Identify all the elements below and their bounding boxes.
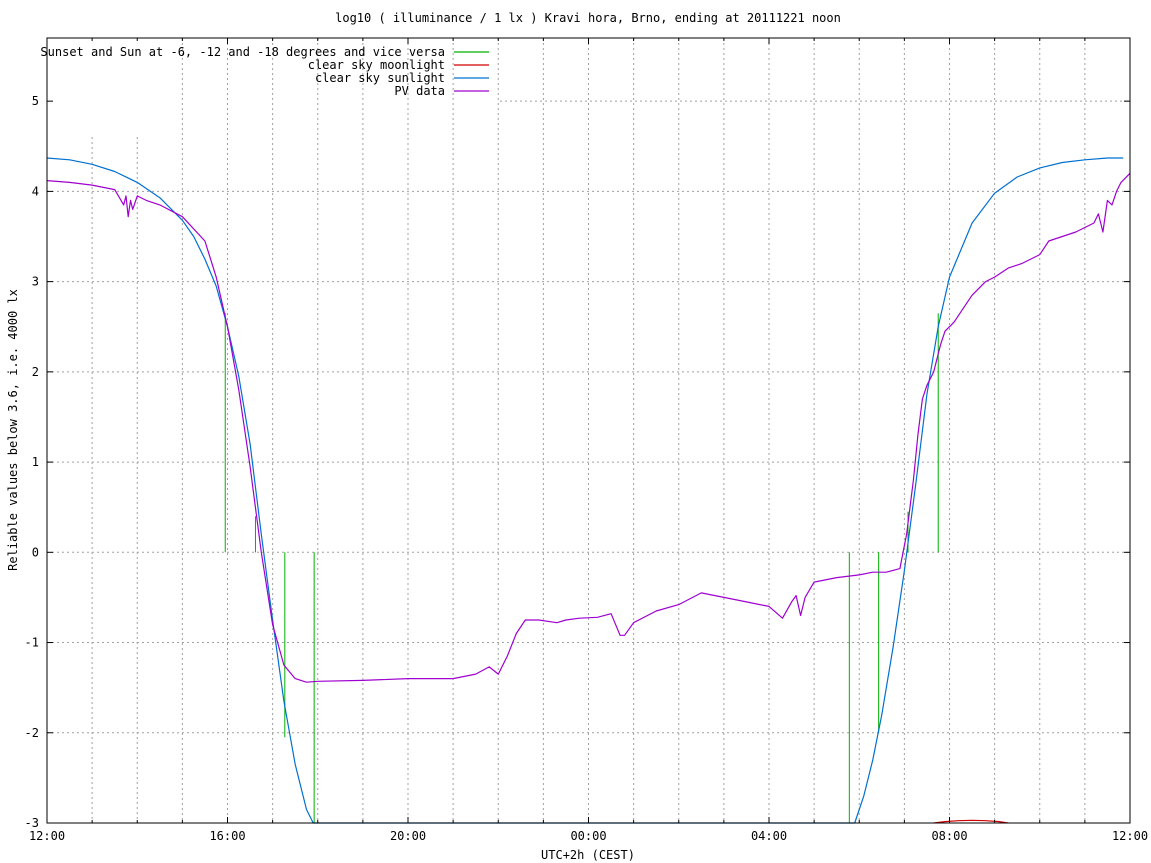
x-tick-label: 12:00 — [1112, 829, 1148, 843]
clear-sky-moonlight-line — [933, 819, 1009, 824]
grid — [47, 38, 1130, 823]
y-tick-label: 0 — [32, 545, 39, 559]
y-axis-label: Reliable values below 3.6, i.e. 4000 lx — [6, 289, 20, 571]
x-tick-label: 12:00 — [29, 829, 65, 843]
y-tick-label: -1 — [25, 636, 39, 650]
legend-label: clear sky moonlight — [308, 58, 445, 72]
legend-label: Sunset and Sun at -6, -12 and -18 degree… — [40, 45, 445, 59]
y-tick-label: 4 — [32, 184, 39, 198]
y-tick-label: 2 — [32, 365, 39, 379]
x-tick-label: 20:00 — [390, 829, 426, 843]
clear-sky-sunlight-line — [46, 157, 1124, 824]
legend-label: clear sky sunlight — [315, 71, 445, 85]
chart-title: log10 ( illuminance / 1 lx ) Kravi hora,… — [335, 11, 841, 25]
y-tick-label: 5 — [32, 94, 39, 108]
y-tick-label: -2 — [25, 726, 39, 740]
x-tick-label: 00:00 — [570, 829, 606, 843]
x-tick-label: 04:00 — [751, 829, 787, 843]
plot-frame — [46, 37, 1131, 824]
legend-label: PV data — [394, 84, 445, 98]
pv-data-line — [46, 172, 1131, 683]
x-tick-label: 16:00 — [209, 829, 245, 843]
axes: -3 -2 -1 0 1 2 3 4 5 12:00 16:00 20:00 00:00 04:00 08:… — [25, 37, 1148, 843]
x-axis-label: UTC+2h (CEST) — [541, 848, 635, 862]
y-tick-label: 1 — [32, 455, 39, 469]
x-tick-label: 08:00 — [931, 829, 967, 843]
y-tick-label: -3 — [25, 816, 39, 830]
legend: Sunset and Sun at -6, -12 and -18 degree… — [40, 45, 489, 98]
y-tick-label: 3 — [32, 275, 39, 289]
